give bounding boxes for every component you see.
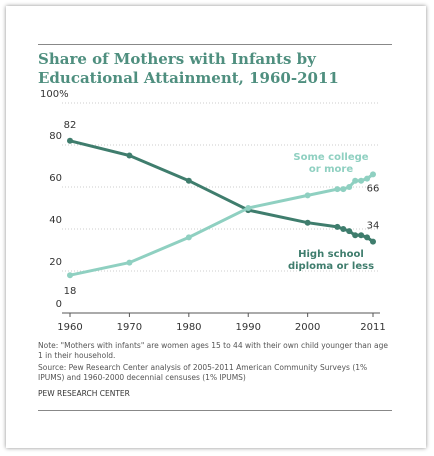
y-tick-label: 60 (49, 173, 62, 184)
x-tick-label: 1980 (176, 322, 201, 333)
bottom-rule (38, 410, 392, 411)
point (67, 137, 73, 144)
y-tick-label: 40 (49, 215, 62, 226)
point (358, 232, 365, 239)
y-tick-label: 100% (40, 89, 69, 100)
point (334, 223, 341, 230)
series-label: Some college or more (293, 152, 369, 175)
x-tick-label: 2011 (360, 322, 385, 333)
point (352, 232, 359, 239)
x-tick-label: 1960 (57, 322, 82, 333)
point (334, 186, 341, 193)
x-tick-label: 1990 (236, 322, 261, 333)
point (370, 238, 376, 245)
top-rule (38, 44, 392, 45)
point (346, 184, 353, 190)
x-tick-label: 2000 (295, 322, 320, 333)
point (370, 171, 376, 178)
note: Note: "Mothers with infants" are women a… (38, 341, 388, 360)
y-tick-label: 0 (56, 299, 62, 310)
series-label: High school diploma or less (287, 249, 375, 272)
point (185, 234, 192, 241)
credit: PEW RESEARCH CENTER (38, 389, 130, 398)
point (126, 259, 133, 266)
data-label: 66 (367, 183, 380, 194)
point (126, 152, 133, 159)
y-tick-label: 20 (49, 257, 62, 268)
x-tick-label: 1970 (117, 322, 142, 333)
point (340, 226, 347, 232)
point (304, 192, 311, 199)
data-label: 34 (367, 221, 380, 232)
point (340, 186, 347, 193)
point (185, 177, 192, 184)
y-tick-label: 80 (49, 131, 62, 142)
source: Source: Pew Research Center analysis of … (38, 363, 368, 382)
point (346, 228, 353, 235)
point (67, 272, 73, 279)
chart-title: Share of Mothers with Infants by Educati… (38, 50, 339, 87)
data-label: 18 (64, 286, 77, 297)
point (364, 175, 371, 182)
point (364, 234, 371, 241)
point (245, 205, 252, 211)
data-label: 82 (64, 120, 77, 131)
point (358, 177, 365, 184)
card (6, 6, 426, 448)
point (352, 177, 359, 184)
point (304, 219, 311, 226)
